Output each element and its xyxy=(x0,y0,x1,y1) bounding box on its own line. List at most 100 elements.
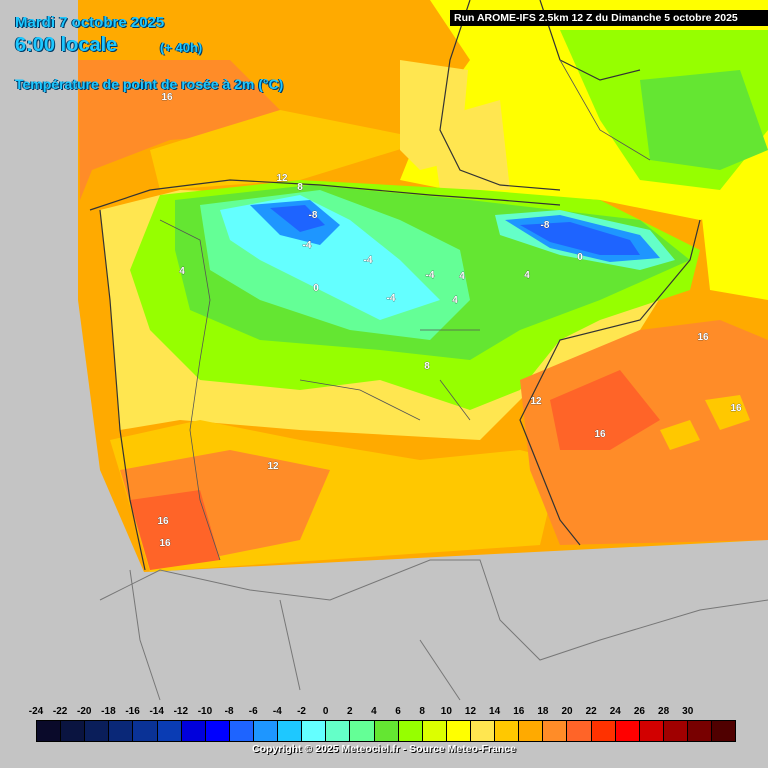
legend-swatch xyxy=(302,721,327,741)
legend-tick: 2 xyxy=(347,706,353,717)
legend-tick: 8 xyxy=(419,706,425,717)
legend-ticks: -24 -22 -20 -18 -16 -14 -12 -10 -8 -6 -4 -2 0 2 4 6 8 10 1… xyxy=(24,706,744,720)
isoline-label: -4 xyxy=(426,270,435,281)
isoline-label: 16 xyxy=(159,538,171,549)
pyrenees-deep xyxy=(520,222,640,255)
legend-tick: -14 xyxy=(149,706,164,717)
parameter-title: Température de point de rosée à 2m (°C) xyxy=(15,76,284,92)
isoline-label: 0 xyxy=(313,283,319,294)
legend-swatch xyxy=(350,721,375,741)
legend-tick: -4 xyxy=(272,706,282,717)
legend-swatch xyxy=(398,721,423,741)
isoline-label: 12 xyxy=(267,461,279,472)
borders xyxy=(159,59,651,561)
legend-tick: 18 xyxy=(537,706,549,717)
legend-swatch xyxy=(61,721,86,741)
isoline-label: -4 xyxy=(303,240,312,251)
balearic-light2 xyxy=(705,395,750,430)
legend-swatch xyxy=(446,721,471,741)
legend-tick: -10 xyxy=(197,706,213,717)
isoline-labels: 16 12 8 -8 -4 4 0 -4 -4 4 -4 4 -8 0 4 8 12 16 16 16 12 16 16 xyxy=(157,92,742,550)
legend-swatch xyxy=(591,721,616,741)
legend-swatch xyxy=(422,721,447,741)
isoline-label: -4 xyxy=(387,293,396,304)
legend-swatch xyxy=(495,721,520,741)
legend-tick: 16 xyxy=(513,706,525,717)
isoline-label: 16 xyxy=(697,332,709,343)
coastline-north xyxy=(89,0,701,571)
isoline-label: 16 xyxy=(157,516,169,527)
legend-swatch xyxy=(470,721,496,741)
isoline-label: 16 xyxy=(594,429,606,440)
legend-tick: -20 xyxy=(77,706,92,717)
legend-tick: 12 xyxy=(464,706,477,717)
isoline-label: 12 xyxy=(530,396,542,407)
isoline-label: 12 xyxy=(276,173,288,184)
legend-swatch xyxy=(326,721,351,741)
legend-swatch xyxy=(639,721,664,741)
legend-tick: 26 xyxy=(633,706,645,717)
legend-swatch xyxy=(374,721,399,741)
legend-tick: -2 xyxy=(297,706,306,717)
legend-tick: -8 xyxy=(224,706,234,717)
legend-swatch xyxy=(712,721,736,741)
legend-tick: -12 xyxy=(173,706,189,717)
legend-tick: 20 xyxy=(561,706,573,717)
legend-swatch xyxy=(278,721,303,741)
legend-swatch xyxy=(109,721,134,741)
legend-swatch xyxy=(85,721,110,741)
atlantic-band xyxy=(78,60,300,200)
legend-swatch xyxy=(37,721,62,741)
legend-tick: 28 xyxy=(658,706,670,717)
legend-tick: -22 xyxy=(52,706,68,717)
legend-tick: -18 xyxy=(101,706,116,717)
isoline-label: -4 xyxy=(364,255,373,266)
isoline-label: -8 xyxy=(309,210,318,221)
color-legend: -24 -22 -20 -18 -16 -14 -12 -10 -8 -6 -4 -2 0 2 4 6 8 10 1… xyxy=(29,706,736,742)
isoline-label: 4 xyxy=(524,270,530,281)
legend-tick: 24 xyxy=(609,706,621,717)
isoline-label: 4 xyxy=(179,266,185,277)
portugal-red xyxy=(130,490,220,570)
legend-tick: -6 xyxy=(248,706,258,717)
forecast-date: Mardi 7 octobre 2025 xyxy=(15,14,165,31)
legend-tick: -24 xyxy=(28,706,44,717)
legend-tick: 10 xyxy=(440,706,452,717)
legend-swatch xyxy=(253,721,279,741)
run-info: Run AROME-IFS 2.5km 12 Z du Dimanche 5 o… xyxy=(450,10,768,26)
atlantic-light xyxy=(150,110,430,190)
france-green2 xyxy=(640,70,768,170)
bay-yellow xyxy=(430,100,510,190)
forecast-time: 6:00 locale xyxy=(15,34,118,56)
med-redder xyxy=(550,370,660,450)
legend-bar xyxy=(36,720,736,742)
coastline-south xyxy=(99,559,768,701)
isoline-label: 8 xyxy=(297,182,303,193)
dry-deep xyxy=(270,205,325,232)
isoline-label: 8 xyxy=(424,361,430,372)
legend-tick: 22 xyxy=(585,706,597,717)
legend-tick: 4 xyxy=(371,706,377,717)
balearic-light xyxy=(660,420,700,450)
legend-tick: 6 xyxy=(395,706,401,717)
legend-tick: 0 xyxy=(322,706,329,717)
isoline-label: 4 xyxy=(459,271,465,282)
med-red xyxy=(520,320,768,545)
east-yellow xyxy=(700,180,768,300)
legend-swatch xyxy=(687,721,713,741)
copyright: Copyright © 2025 Meteociel.fr - Source M… xyxy=(252,743,516,755)
isoline-label: 4 xyxy=(452,295,458,306)
isoline-label: 0 xyxy=(577,252,583,263)
legend-tick: 30 xyxy=(682,706,694,717)
isoline-label: 16 xyxy=(161,92,173,103)
isoline-label: -8 xyxy=(541,220,550,231)
legend-swatch xyxy=(615,721,640,741)
legend-swatch xyxy=(229,721,254,741)
legend-swatch xyxy=(663,721,688,741)
legend-tick: 14 xyxy=(489,706,501,717)
lead-time: (+ 40h) xyxy=(160,40,203,55)
legend-tick: -16 xyxy=(125,706,140,717)
legend-swatch xyxy=(181,721,206,741)
